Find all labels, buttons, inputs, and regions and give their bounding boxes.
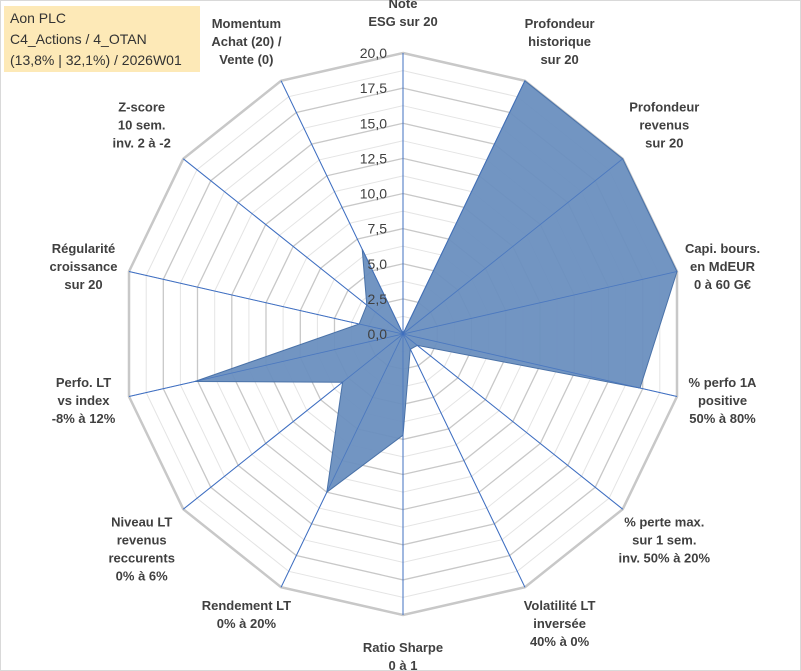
series-area bbox=[194, 80, 678, 494]
axis-spoke-overlay bbox=[280, 80, 404, 335]
axis-label-line: % perfo 1A bbox=[689, 375, 758, 390]
tick-label: 17,5 bbox=[360, 80, 387, 96]
tick-label: 10,0 bbox=[360, 186, 387, 202]
axis-label-line: 0% à 20% bbox=[217, 616, 277, 631]
axis-label-line: 0 à 1 bbox=[389, 658, 418, 671]
axis-label-line: revenus bbox=[639, 117, 689, 132]
axis-label-line: 40% à 0% bbox=[530, 634, 590, 649]
axis-label-0: Note ESG sur 20 bbox=[368, 0, 437, 29]
axis-label-line: sur 20 bbox=[64, 277, 102, 292]
tick-label: 5,0 bbox=[368, 256, 388, 272]
axis-label-line: Z-score bbox=[118, 99, 165, 114]
axis-label-line: Régularité bbox=[52, 241, 116, 256]
axis-label-11: Régularité croissance sur 20 bbox=[50, 241, 118, 292]
tick-label: 2,5 bbox=[368, 291, 388, 307]
tick-label: 12,5 bbox=[360, 150, 387, 166]
axis-label-line: Achat (20) / bbox=[211, 34, 281, 49]
axis-label-line: Ratio Sharpe bbox=[363, 640, 443, 655]
axis-label-line: positive bbox=[698, 393, 747, 408]
axis-label-line: Vente (0) bbox=[219, 52, 273, 67]
axis-label-line: 0 à 60 G€ bbox=[694, 277, 751, 292]
axis-label-5: % perte max. sur 1 sem. inv. 50% à 20% bbox=[619, 515, 711, 566]
axis-label-2: Profondeur revenus sur 20 bbox=[629, 99, 699, 150]
tick-label: 0,0 bbox=[368, 326, 388, 342]
axis-label-line: sur 20 bbox=[540, 52, 578, 67]
axis-spoke-overlay bbox=[280, 333, 404, 588]
axis-spoke-overlay bbox=[402, 333, 678, 397]
axis-label-7: Ratio Sharpe 0 à 1 bbox=[363, 640, 443, 671]
series-layer bbox=[128, 53, 678, 615]
axis-label-line: Capi. bours. bbox=[685, 241, 760, 256]
axis-spoke-overlay bbox=[402, 333, 623, 510]
axis-label-line: -8% à 12% bbox=[52, 411, 116, 426]
axis-label-line: inv. 2 à -2 bbox=[113, 135, 171, 150]
axis-label-line: Niveau LT bbox=[111, 515, 172, 530]
axis-label-line: Note bbox=[389, 0, 418, 11]
axis-label-line: reccurents bbox=[108, 551, 174, 566]
tick-labels: 0,0 2,5 5,0 7,5 10,0 12,5 15,0 17,5 20,0 bbox=[360, 45, 387, 342]
axis-label-6: Volatilité LT inversée 40% à 0% bbox=[524, 598, 596, 649]
axis-label-line: inversée bbox=[533, 616, 586, 631]
axis-label-9: Niveau LT revenus reccurents 0% à 6% bbox=[108, 515, 174, 584]
axis-label-line: sur 1 sem. bbox=[632, 533, 696, 548]
chart-title-box: Aon PLC C4_Actions / 4_OTAN (13,8% | 32,… bbox=[4, 6, 200, 72]
axis-label-line: 0% à 6% bbox=[116, 569, 168, 584]
tick-label: 15,0 bbox=[360, 115, 387, 131]
axis-label-line: revenus bbox=[117, 533, 167, 548]
axis-label-line: 10 sem. bbox=[118, 117, 166, 132]
axis-labels: Note ESG sur 20 Profondeur historique sur 20… bbox=[50, 0, 761, 671]
axis-label-line: % perte max. bbox=[624, 515, 704, 530]
axis-label-line: 50% à 80% bbox=[689, 411, 756, 426]
axis-spoke-overlay bbox=[402, 333, 526, 588]
axis-label-line: Volatilité LT bbox=[524, 598, 596, 613]
axis-label-line: Rendement LT bbox=[202, 598, 291, 613]
axis-label-line: Profondeur bbox=[525, 16, 595, 31]
axis-spoke-overlay bbox=[183, 333, 404, 510]
axis-spoke-overlay bbox=[128, 333, 404, 397]
title-company: Aon PLC bbox=[10, 10, 67, 26]
axis-label-line: inv. 50% à 20% bbox=[619, 551, 711, 566]
axis-label-10: Perfo. LT vs index -8% à 12% bbox=[52, 375, 116, 426]
axis-label-line: historique bbox=[528, 34, 591, 49]
axis-spoke-overlay bbox=[402, 158, 623, 335]
tick-label: 7,5 bbox=[368, 221, 388, 237]
axis-label-line: en MdEUR bbox=[690, 259, 756, 274]
axis-label-13: Momentum Achat (20) / Vente (0) bbox=[211, 16, 281, 67]
axis-spoke-overlay bbox=[183, 158, 404, 335]
axis-label-line: ESG sur 20 bbox=[368, 14, 437, 29]
axis-label-8: Rendement LT 0% à 20% bbox=[202, 598, 291, 631]
axis-label-12: Z-score 10 sem. inv. 2 à -2 bbox=[113, 99, 171, 150]
title-stats: (13,8% | 32,1%) / 2026W01 bbox=[10, 52, 182, 68]
axis-spoke-overlay bbox=[402, 271, 678, 335]
title-portfolio: C4_Actions / 4_OTAN bbox=[10, 31, 147, 47]
axis-label-line: Momentum bbox=[212, 16, 281, 31]
axis-label-line: vs index bbox=[57, 393, 110, 408]
axis-label-line: Profondeur bbox=[629, 99, 699, 114]
axis-spoke-overlay bbox=[128, 271, 404, 335]
axis-label-1: Profondeur historique sur 20 bbox=[525, 16, 595, 67]
axis-spoke-overlay bbox=[402, 80, 526, 335]
axis-label-line: Perfo. LT bbox=[56, 375, 111, 390]
axis-label-3: Capi. bours. en MdEUR 0 à 60 G€ bbox=[685, 241, 760, 292]
axis-label-line: sur 20 bbox=[645, 135, 683, 150]
axis-label-4: % perfo 1A positive 50% à 80% bbox=[689, 375, 758, 426]
axis-label-line: croissance bbox=[50, 259, 118, 274]
tick-label: 20,0 bbox=[360, 45, 387, 61]
